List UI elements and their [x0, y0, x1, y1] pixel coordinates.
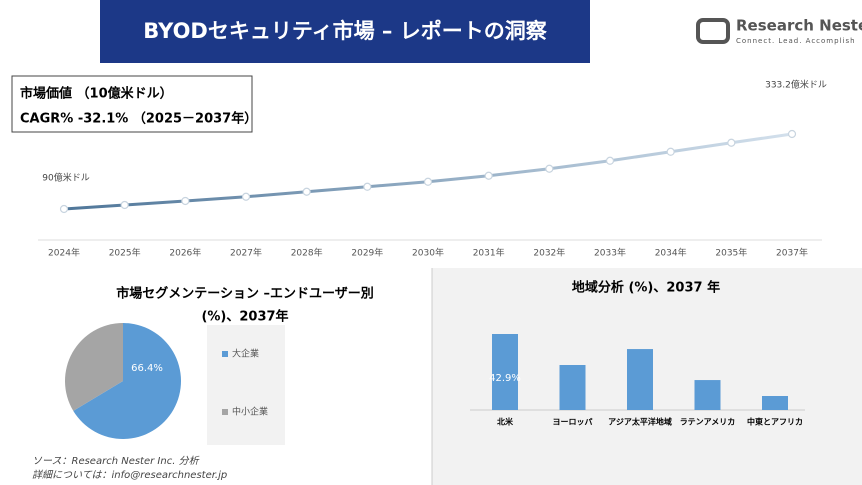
bar [694, 380, 721, 410]
x-tick-label: 北米 [497, 417, 514, 427]
pie-legend-box [207, 325, 285, 445]
line [63, 132, 793, 211]
x-tick-label: 2030年 [412, 247, 444, 259]
logo: Research Nester [736, 17, 862, 35]
value-label: 333.2億米ドル [765, 79, 827, 91]
x-tick-label: 2033年 [594, 247, 626, 259]
x-tick-label: 2026年 [169, 247, 201, 259]
marker [241, 192, 251, 201]
marker [423, 177, 433, 186]
legend-label: 大企業 [232, 348, 259, 360]
x-tick-label: 2037年 [776, 247, 808, 259]
marker [181, 196, 190, 206]
pie-slice [73, 323, 181, 439]
marker [120, 200, 129, 210]
logo-tagline: Connect. Lead. Accomplish [736, 37, 856, 45]
info-title: 市場価値 （10億米ドル） [20, 86, 173, 102]
bar [559, 365, 586, 410]
x-tick-label: アジア太平洋地域 [608, 417, 672, 427]
info-cagr: CAGR% -32.1% （2025－2037年） [20, 111, 257, 127]
x-tick-label: 2025年 [109, 247, 141, 259]
header-band [100, 0, 590, 63]
x-tick-label: 2035年 [715, 247, 747, 259]
page-title: BYODセキュリティ市場 – レポートの洞察 [143, 19, 547, 43]
marker [363, 182, 372, 191]
bar [492, 334, 518, 410]
marker [59, 204, 69, 214]
marker [484, 171, 493, 180]
value-label: 90億米ドル [42, 172, 89, 184]
x-tick-label: ラテンアメリカ [680, 418, 736, 427]
bar [627, 349, 653, 410]
marker [787, 129, 797, 139]
value-label: 66.4% [131, 363, 163, 374]
x-tick-label: 2029年 [351, 247, 383, 259]
source: ソース：Research Nester Inc. 分析 [32, 455, 200, 467]
info-box [11, 75, 253, 133]
marker [545, 164, 554, 173]
value-label: 42.9% [489, 373, 521, 384]
legend-label: 中小企業 [232, 406, 268, 418]
logo-icon [696, 18, 730, 44]
pie-title: 市場セグメンテーション –エンドユーザー別 [116, 286, 374, 302]
marker [727, 138, 736, 147]
x-tick-label: ヨーロッパ [553, 417, 593, 427]
legend-swatch [222, 351, 228, 357]
marker [302, 187, 311, 196]
x-tick-label: 2028年 [291, 247, 323, 259]
x-tick-label: 2024年 [48, 247, 80, 259]
x-tick-label: 2032年 [533, 247, 565, 259]
bar-title: 地域分析 (%)、2037 年 [572, 280, 720, 296]
x-tick-label: 2031年 [473, 247, 505, 259]
pie-subtitle: (%)、2037年 [201, 309, 288, 325]
marker [666, 147, 675, 156]
x-tick-label: 中東とアフリカ [747, 417, 803, 427]
x-tick-label: 2027年 [230, 247, 262, 259]
pie-slice [64, 323, 123, 411]
legend-swatch [222, 409, 228, 415]
bar [762, 396, 788, 410]
marker [605, 156, 615, 165]
x-tick-label: 2034年 [655, 247, 687, 259]
contact: 詳細については：info@researchnester.jp [32, 469, 227, 481]
